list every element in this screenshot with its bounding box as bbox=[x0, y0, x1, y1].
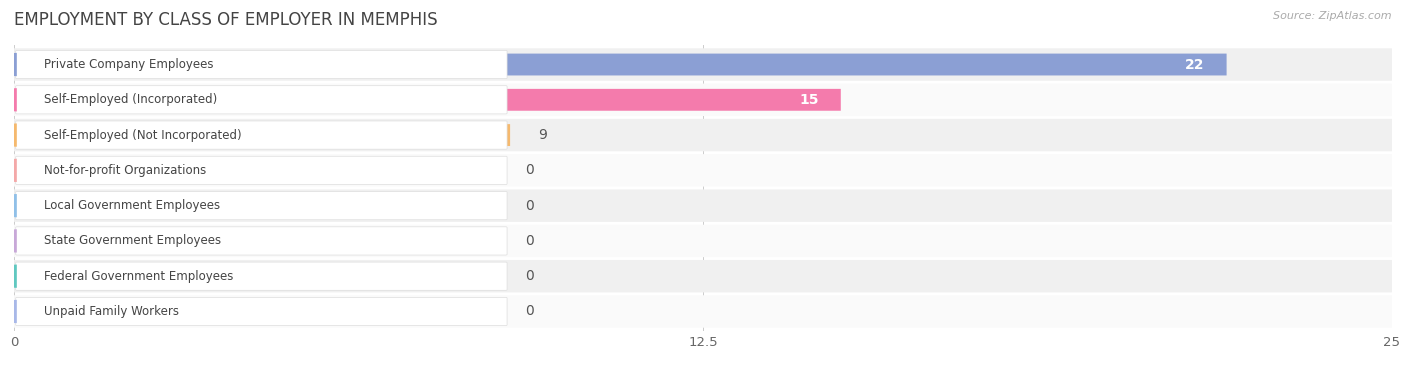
Wedge shape bbox=[0, 194, 17, 217]
Wedge shape bbox=[0, 159, 17, 182]
FancyBboxPatch shape bbox=[15, 191, 508, 220]
Text: Unpaid Family Workers: Unpaid Family Workers bbox=[45, 305, 180, 318]
Wedge shape bbox=[0, 53, 17, 76]
Text: Local Government Employees: Local Government Employees bbox=[45, 199, 221, 212]
Text: Source: ZipAtlas.com: Source: ZipAtlas.com bbox=[1274, 11, 1392, 21]
Text: State Government Employees: State Government Employees bbox=[45, 234, 222, 247]
Wedge shape bbox=[0, 300, 17, 323]
FancyBboxPatch shape bbox=[14, 295, 1392, 328]
Text: Federal Government Employees: Federal Government Employees bbox=[45, 270, 233, 283]
Text: 15: 15 bbox=[799, 93, 818, 107]
Text: Self-Employed (Incorporated): Self-Employed (Incorporated) bbox=[45, 93, 218, 106]
FancyBboxPatch shape bbox=[14, 48, 1392, 81]
Text: 9: 9 bbox=[537, 128, 547, 142]
FancyBboxPatch shape bbox=[14, 225, 1392, 257]
FancyBboxPatch shape bbox=[15, 121, 508, 149]
FancyBboxPatch shape bbox=[14, 83, 1392, 116]
Wedge shape bbox=[0, 265, 17, 288]
Wedge shape bbox=[0, 88, 17, 111]
Text: Self-Employed (Not Incorporated): Self-Employed (Not Incorporated) bbox=[45, 129, 242, 142]
Text: 0: 0 bbox=[526, 163, 534, 177]
FancyBboxPatch shape bbox=[15, 297, 508, 326]
FancyBboxPatch shape bbox=[14, 260, 1392, 293]
FancyBboxPatch shape bbox=[15, 262, 508, 290]
FancyBboxPatch shape bbox=[15, 227, 508, 255]
Text: Private Company Employees: Private Company Employees bbox=[45, 58, 214, 71]
Text: EMPLOYMENT BY CLASS OF EMPLOYER IN MEMPHIS: EMPLOYMENT BY CLASS OF EMPLOYER IN MEMPH… bbox=[14, 11, 437, 29]
Text: 22: 22 bbox=[1185, 58, 1205, 71]
FancyBboxPatch shape bbox=[15, 86, 508, 114]
Text: 0: 0 bbox=[526, 199, 534, 213]
Wedge shape bbox=[0, 123, 17, 147]
FancyBboxPatch shape bbox=[14, 119, 1392, 151]
FancyBboxPatch shape bbox=[14, 190, 1392, 222]
FancyBboxPatch shape bbox=[14, 124, 510, 146]
Text: 0: 0 bbox=[526, 234, 534, 248]
FancyBboxPatch shape bbox=[15, 50, 508, 79]
FancyBboxPatch shape bbox=[15, 156, 508, 185]
Text: 0: 0 bbox=[526, 269, 534, 283]
FancyBboxPatch shape bbox=[14, 89, 841, 111]
FancyBboxPatch shape bbox=[14, 54, 1226, 76]
Text: Not-for-profit Organizations: Not-for-profit Organizations bbox=[45, 164, 207, 177]
Wedge shape bbox=[0, 229, 17, 253]
FancyBboxPatch shape bbox=[14, 154, 1392, 186]
Text: 0: 0 bbox=[526, 305, 534, 318]
